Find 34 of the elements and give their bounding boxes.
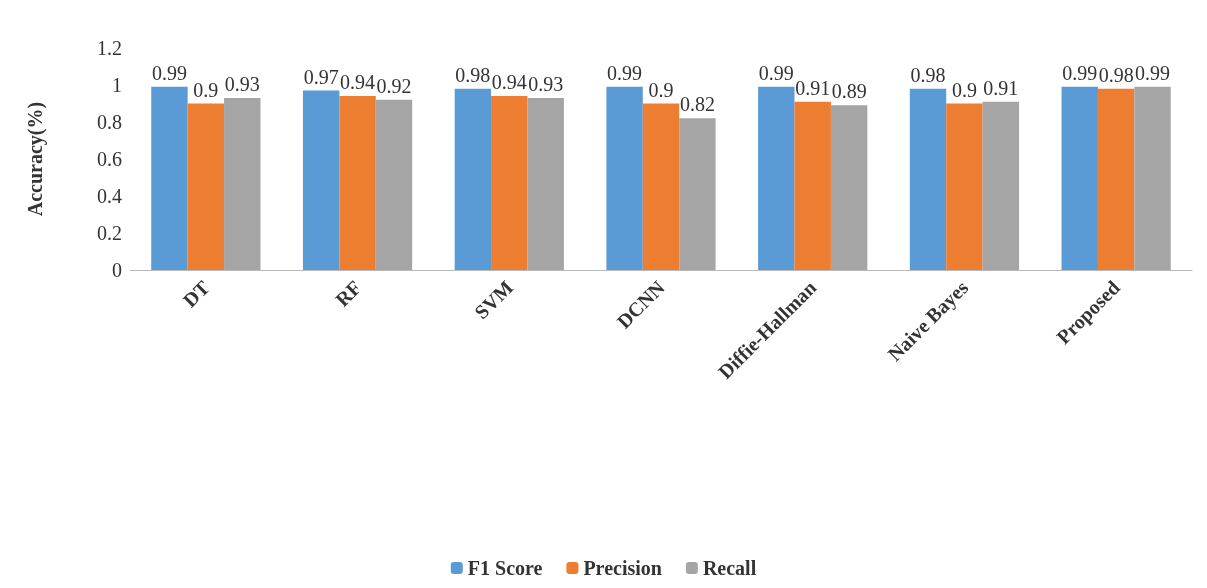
data-label: 0.93: [528, 72, 564, 95]
y-tick-label: 0.2: [97, 222, 122, 244]
data-label: 0.99: [1062, 61, 1098, 84]
data-label: 0.9: [648, 78, 674, 101]
data-label: 0.9: [951, 78, 977, 101]
data-label: 0.94: [340, 71, 376, 94]
y-tick-label: 0: [112, 259, 122, 281]
data-label: 0.92: [376, 74, 412, 97]
data-label: 0.99: [607, 61, 643, 84]
data-label: 0.98: [455, 63, 491, 86]
legend-label: Recall: [702, 557, 757, 579]
data-label: 0.99: [1135, 61, 1171, 84]
data-label: 0.94: [491, 71, 527, 94]
x-tick-label: RF: [330, 276, 366, 311]
data-label: 0.99: [758, 61, 794, 84]
data-label: 0.82: [679, 93, 715, 116]
data-label: 0.89: [831, 80, 867, 103]
y-axis-title: Accuracy(%): [24, 101, 47, 217]
legend-label: F1 Score: [467, 557, 543, 579]
y-tick-label: 0.4: [97, 185, 122, 207]
y-tick-label: 1.2: [97, 37, 122, 59]
data-label: 0.98: [1098, 63, 1134, 86]
data-label: 0.98: [910, 63, 946, 86]
data-label: 0.9: [193, 78, 219, 101]
data-label: 0.93: [224, 72, 260, 95]
y-tick-label: 0.6: [97, 148, 122, 170]
data-label: 0.99: [151, 61, 187, 84]
data-label: 0.91: [795, 76, 831, 99]
x-tick-label: DT: [178, 275, 215, 312]
data-label: 0.91: [983, 76, 1019, 99]
data-label: 0.97: [303, 65, 339, 88]
y-tick-label: 1: [112, 74, 122, 96]
y-tick-label: 0.8: [97, 111, 122, 133]
legend-label: Precision: [583, 557, 662, 579]
